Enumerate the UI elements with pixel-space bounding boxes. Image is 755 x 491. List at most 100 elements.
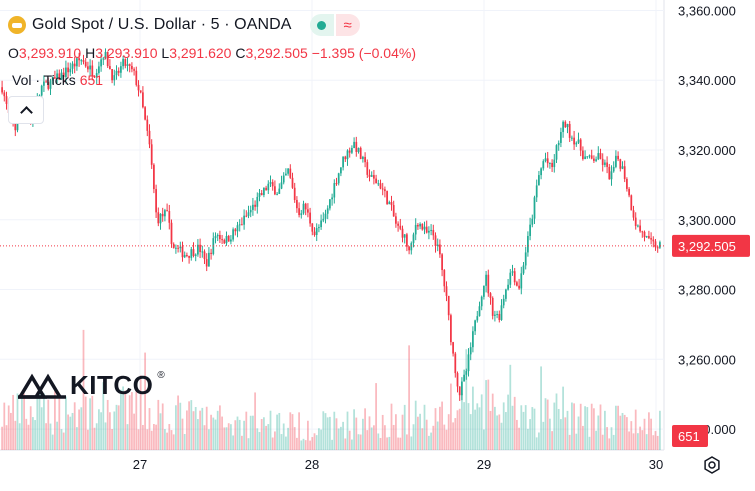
candle-body: [179, 246, 182, 249]
candle-body: [555, 145, 558, 160]
volume-bar: [49, 423, 52, 450]
volume-bar: [485, 380, 487, 450]
candle-body: [287, 168, 289, 174]
candle-body: [595, 159, 597, 161]
candle-body: [430, 229, 432, 231]
volume-bar: [14, 420, 17, 450]
volume-bar: [529, 419, 531, 450]
gear-icon[interactable]: [703, 456, 721, 474]
volume-bar: [546, 399, 549, 450]
volume-bar: [615, 405, 617, 450]
volume-bar: [432, 425, 435, 450]
volume-bar: [208, 429, 210, 450]
candle-body: [626, 178, 628, 189]
candle-body: [190, 249, 193, 258]
volume-bar: [234, 420, 237, 450]
volume-bar: [109, 412, 111, 450]
volume-bar: [566, 410, 569, 450]
candle-body: [586, 156, 589, 158]
candle-body: [269, 182, 272, 184]
candle-body: [300, 213, 303, 216]
volume-bar: [474, 409, 476, 450]
symbol-title[interactable]: Gold Spot / U.S. Dollar · 5 · OANDA: [32, 16, 292, 33]
candle-body: [221, 239, 223, 241]
candle-body: [494, 314, 496, 316]
candle-body: [500, 305, 503, 320]
volume-bar: [434, 408, 437, 450]
volume-legend[interactable]: Vol · Ticks 651: [12, 72, 103, 88]
volume-bar: [304, 440, 307, 450]
candle-body: [278, 188, 281, 194]
market-status[interactable]: ≈: [309, 14, 360, 36]
volume-bar: [549, 418, 551, 450]
volume-bar: [621, 412, 624, 450]
candle-body: [177, 247, 179, 249]
candle-body: [439, 244, 441, 255]
volume-bar: [604, 410, 606, 450]
volume-bar: [38, 388, 41, 450]
price-tick-label: 3,300.000: [678, 213, 736, 228]
candle-body: [40, 85, 43, 96]
volume-bar: [351, 439, 353, 450]
volume-bar: [560, 419, 562, 450]
collapse-legend-button[interactable]: [8, 96, 44, 124]
low-value: 3,291.620: [169, 45, 232, 61]
volume-bar: [593, 408, 595, 450]
candle-body: [546, 158, 549, 164]
candle-body: [280, 182, 283, 189]
price-axis[interactable]: 3,240.0003,260.0003,280.0003,300.0003,32…: [678, 3, 736, 437]
candle-body: [340, 167, 342, 174]
volume-bar: [377, 433, 380, 450]
volume-bar: [225, 427, 228, 450]
candle-body: [425, 226, 428, 233]
volume-bar: [645, 434, 648, 450]
candle-body: [634, 217, 637, 226]
close-value: 3,292.505: [245, 45, 308, 61]
volume-bar: [216, 410, 219, 450]
volume-bar: [348, 430, 351, 450]
candle-body: [384, 189, 386, 192]
candle-body: [148, 130, 151, 145]
volume-bar: [445, 429, 448, 450]
last-volume-label: 651: [678, 429, 700, 444]
volume-bar: [540, 366, 542, 450]
volume-bar: [45, 423, 47, 450]
volume-bar: [637, 433, 639, 450]
candle-body: [131, 65, 133, 70]
candle-body: [291, 177, 294, 188]
candle-body: [78, 58, 80, 61]
candle-body: [216, 235, 219, 237]
volume-bar: [183, 434, 186, 450]
volume-bar: [256, 428, 259, 450]
candle-body: [551, 162, 553, 168]
volume-bar: [553, 402, 556, 450]
candle-body: [322, 218, 325, 221]
volume-bar: [579, 403, 582, 450]
volume-bar: [16, 393, 19, 450]
symbol-header[interactable]: Gold Spot / U.S. Dollar · 5 · OANDA ≈: [8, 14, 360, 36]
volume-bar: [511, 405, 514, 450]
volume-bar: [21, 394, 23, 450]
candle-body: [441, 254, 443, 271]
volume-bar: [522, 411, 525, 450]
candle-body: [621, 166, 624, 169]
candle-body: [445, 286, 448, 296]
volume-bar: [577, 416, 580, 450]
price-tick-label: 3,320.000: [678, 143, 736, 158]
candle-body: [252, 204, 254, 210]
volume-bar: [205, 406, 208, 450]
volume-bar: [221, 416, 223, 450]
volume-bar: [133, 413, 135, 450]
volume-bar: [210, 414, 212, 450]
candle-body: [617, 155, 619, 160]
candle-body: [126, 64, 129, 66]
time-axis[interactable]: 27 28 29 30: [133, 457, 663, 472]
volume-bar: [93, 427, 96, 450]
volume-value: 651: [79, 72, 104, 88]
candle-body: [630, 195, 633, 211]
volume-bar: [333, 411, 336, 450]
candle-body: [604, 162, 606, 165]
candle-body: [434, 235, 437, 247]
volume-bar: [375, 383, 377, 450]
